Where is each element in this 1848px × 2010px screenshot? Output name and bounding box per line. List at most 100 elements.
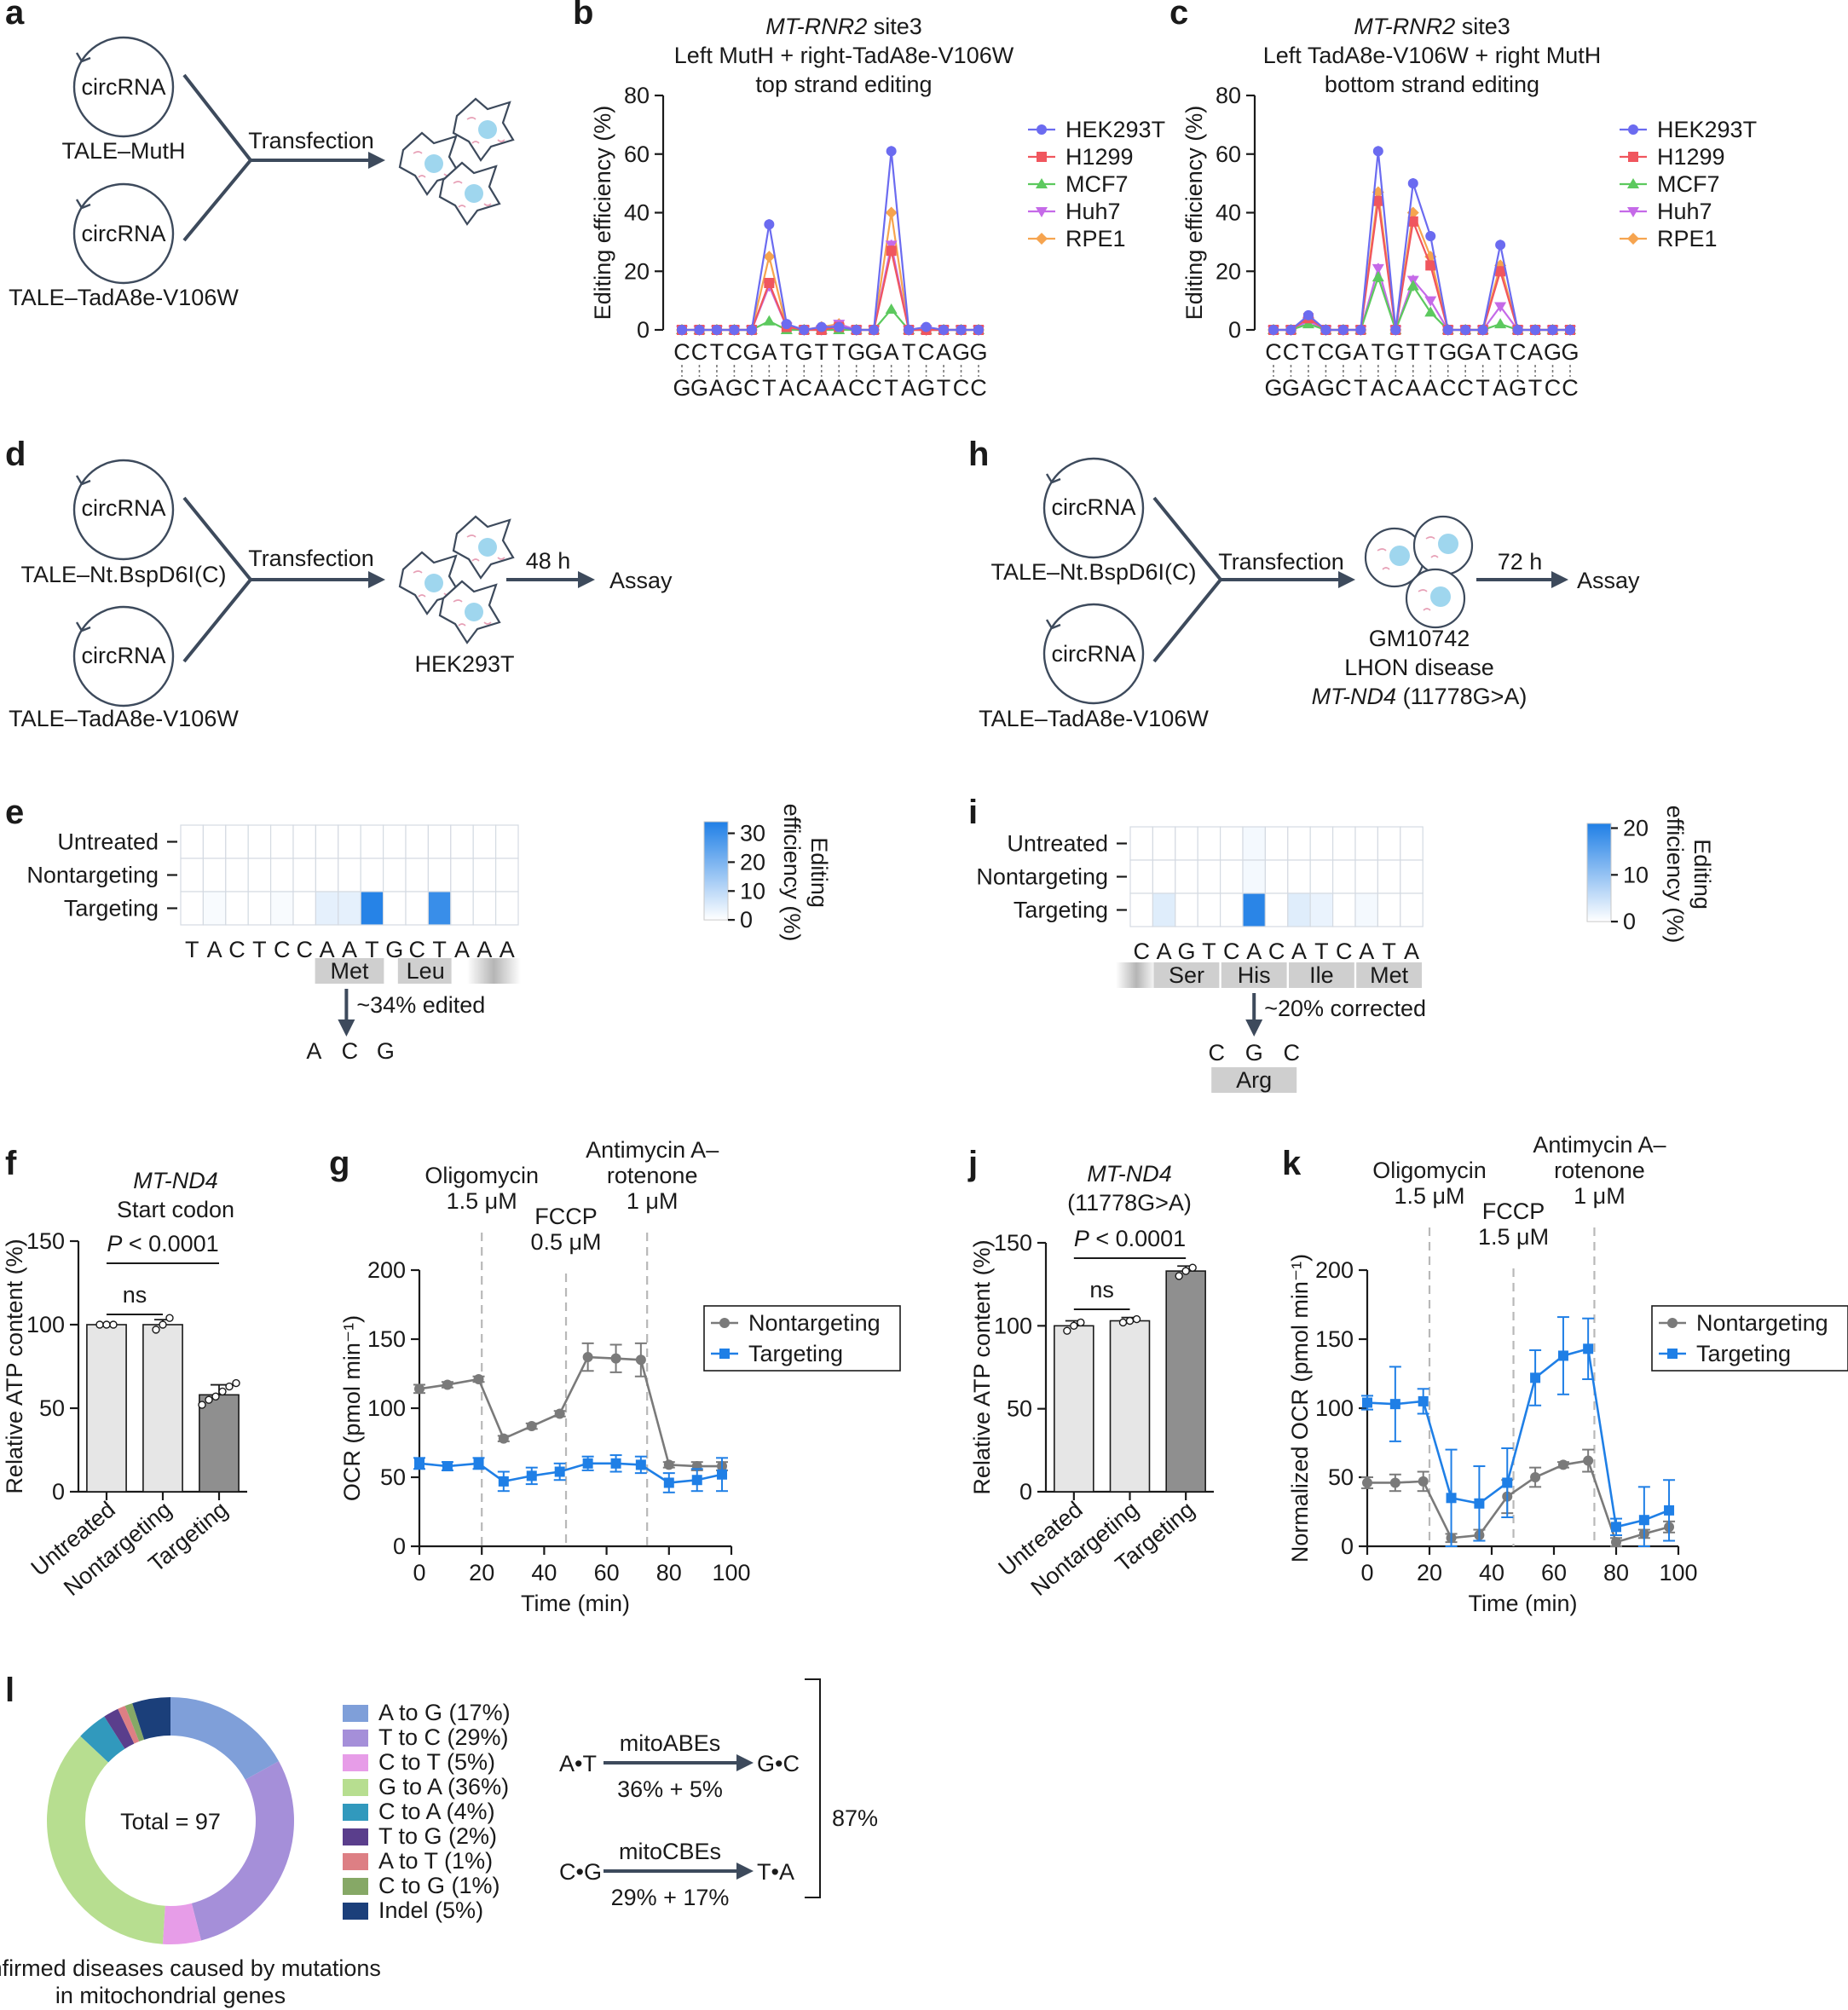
donut-slice xyxy=(104,1708,135,1749)
heatmap-cell xyxy=(1197,859,1221,894)
construct-label-2: TALE–TadA8e-V106W xyxy=(9,706,239,731)
bottom-strand-base: C xyxy=(1545,375,1562,401)
legend-box xyxy=(703,1305,901,1372)
panel-d: d circRNA TALE–Nt.BspD6I(C) circRNA TALE… xyxy=(5,436,673,731)
heatmap-cell xyxy=(1219,826,1244,861)
legend-label: H1299 xyxy=(1065,144,1134,170)
heatmap-cell xyxy=(292,824,316,859)
legend-label: RPE1 xyxy=(1065,226,1126,251)
data-point-HEK293T xyxy=(1390,325,1401,335)
replicate-point xyxy=(109,1320,118,1329)
injection-label: 1 μM xyxy=(627,1188,679,1214)
row-label: Nontargeting xyxy=(26,863,159,888)
p-symbol: P xyxy=(1074,1226,1089,1251)
legend-box xyxy=(1651,1305,1848,1372)
heatmap-cell xyxy=(472,824,497,859)
heatmap-cell xyxy=(383,824,407,859)
legend-label: G to A (36%) xyxy=(378,1774,509,1799)
data-point-Targeting xyxy=(1446,1493,1457,1504)
heatmap-cell xyxy=(1400,826,1424,861)
series-line-HEK293T xyxy=(682,151,979,332)
heatmap-cell xyxy=(450,891,474,926)
heatmap-cell xyxy=(1287,892,1311,927)
cell-icon xyxy=(1412,515,1474,576)
heatmap-cell xyxy=(1264,892,1289,927)
edited-codon-base: A xyxy=(306,1038,321,1064)
data-point-HEK293T xyxy=(746,325,757,335)
data-point-Targeting xyxy=(1474,1498,1485,1509)
edited-codon-base: C xyxy=(342,1038,359,1064)
data-point-HEK293T xyxy=(904,325,915,335)
bottom-strand-base: G xyxy=(690,375,708,401)
data-point-HEK293T xyxy=(938,325,950,335)
top-strand-base: G xyxy=(969,339,987,365)
chart-title-3: top strand editing xyxy=(755,72,932,97)
colorbar-tick-label: 20 xyxy=(1623,815,1649,840)
heatmap-cell xyxy=(202,858,227,892)
legend-marker xyxy=(1628,124,1638,135)
series-line-H1299 xyxy=(682,250,979,332)
panel-h: h circRNA TALE–Nt.BspD6I(C) circRNA TALE… xyxy=(968,436,1640,731)
heatmap-cell xyxy=(338,891,361,926)
data-point-HEK293T xyxy=(1425,231,1436,241)
replicate-point xyxy=(152,1326,160,1334)
heatmap-cell xyxy=(1197,892,1221,927)
top-strand-base: A xyxy=(761,339,777,365)
title-site: site3 xyxy=(1455,14,1510,39)
heatmap-cell xyxy=(360,824,384,859)
y-tick-label: 50 xyxy=(1328,1464,1354,1490)
heatmap-cell xyxy=(225,824,249,859)
merge-lines xyxy=(182,73,253,242)
data-point-HEK293T xyxy=(1320,325,1331,335)
heatmap-cell xyxy=(247,891,272,926)
legend-label: Targeting xyxy=(1696,1341,1791,1366)
heatmap-cell xyxy=(472,891,497,926)
edited-codon-base: G xyxy=(377,1038,395,1064)
sequence-base: A xyxy=(454,937,470,962)
donut-slice xyxy=(132,1697,170,1740)
heatmap-cell xyxy=(1354,892,1378,927)
corrected-codon-base: C xyxy=(1283,1040,1300,1066)
y-tick-label: 0 xyxy=(637,317,650,343)
circrna-arrow-icon xyxy=(75,621,91,632)
bottom-strand-base: C xyxy=(1440,375,1457,401)
data-point-Targeting xyxy=(498,1476,509,1487)
cell-line-label: GM10742 xyxy=(1369,626,1470,651)
heatmap-cell xyxy=(315,824,339,859)
legend-marker xyxy=(1037,124,1047,135)
sequence-base: T xyxy=(1202,939,1216,964)
p-value-label: P < 0.0001 xyxy=(107,1231,218,1256)
heatmap-cell xyxy=(1331,826,1356,861)
sequence-base: A xyxy=(320,937,335,962)
legend-label: C to G (1%) xyxy=(378,1873,500,1898)
y-axis-label: Editing efficiency (%) xyxy=(590,106,615,321)
y-tick-label: 150 xyxy=(1315,1326,1354,1352)
injection-label: 1.5 μM xyxy=(1478,1224,1549,1250)
heatmap-cell xyxy=(1354,826,1378,861)
data-point-HEK293T xyxy=(1372,146,1383,157)
heatmap-cell xyxy=(383,891,407,926)
bottom-strand-base: T xyxy=(884,375,898,401)
data-point-Targeting xyxy=(1389,1399,1400,1410)
heatmap-cell xyxy=(1309,826,1334,861)
heatmap-cell xyxy=(1197,826,1221,861)
data-point-HEK293T xyxy=(1547,325,1558,335)
codon-box xyxy=(1153,962,1220,988)
y-tick-label: 60 xyxy=(1216,142,1241,167)
series-line-Huh7 xyxy=(682,245,979,332)
chart-title-2: Start codon xyxy=(117,1197,234,1222)
injection-label: Oligomycin xyxy=(1372,1158,1487,1183)
heatmap-cell xyxy=(1129,826,1153,861)
colorbar-label: Editingefficiency (%) xyxy=(1662,806,1715,944)
data-point-Targeting xyxy=(1664,1505,1675,1516)
data-point-HEK293T xyxy=(799,325,810,335)
legend-label: C to A (4%) xyxy=(378,1799,495,1824)
legend-marker xyxy=(1627,207,1639,217)
panel-c-letter: c xyxy=(1169,0,1188,32)
data-point-Nontargeting xyxy=(1389,1477,1400,1488)
legend-swatch xyxy=(343,1828,368,1845)
row-label: Targeting xyxy=(1014,898,1108,923)
bottom-strand-base: C xyxy=(1562,375,1579,401)
sequence-base: A xyxy=(476,937,492,962)
